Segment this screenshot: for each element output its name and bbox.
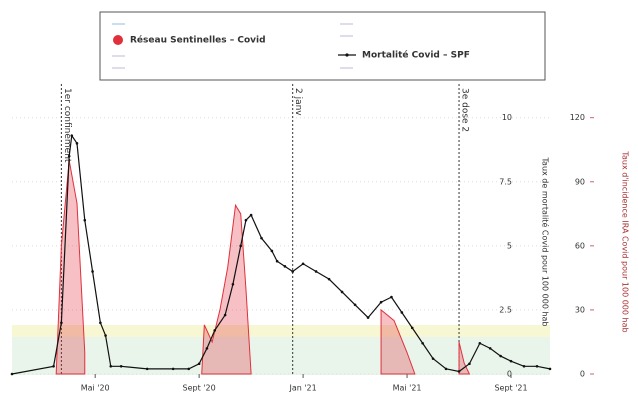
mortality-point <box>213 329 217 332</box>
x-tick-label: Sept '21 <box>494 384 527 393</box>
y2-tick-label: 0 <box>580 370 585 379</box>
mortality-point <box>291 270 294 273</box>
mortality-point <box>478 341 482 345</box>
x-tick-label: Mai '20 <box>81 384 110 393</box>
mortality-point <box>91 270 94 273</box>
mortality-point <box>244 218 248 222</box>
mortality-point <box>488 347 492 350</box>
y2-tick-label: 30 <box>575 305 585 314</box>
mortality-point <box>205 347 209 350</box>
y-axis-label: Taux de mortalité Covid pour 100 000 hab <box>541 156 551 326</box>
mortality-point <box>327 277 331 281</box>
mortality-point <box>104 334 107 337</box>
legend-swatch <box>345 53 349 57</box>
y2-tick-label: 60 <box>575 241 585 250</box>
mortality-point <box>70 134 74 137</box>
y2-axis-label: Taux d'incidence IRA Covid pour 100 000 … <box>621 150 630 332</box>
y-tick-label: 2.5 <box>499 305 512 314</box>
mortality-line <box>11 133 551 375</box>
mortality-point <box>197 362 201 366</box>
mortality-point <box>249 213 253 217</box>
x-tick-label: Jan '21 <box>288 384 316 393</box>
legend-swatch <box>113 35 123 45</box>
mortality-point <box>119 365 123 368</box>
incidence-area <box>458 341 471 375</box>
mortality-point <box>468 362 471 366</box>
legend-box <box>99 11 546 81</box>
mortality-point <box>145 367 149 371</box>
mortality-point <box>283 265 287 268</box>
mortality-point <box>99 321 102 325</box>
annotation-label: 3e dose 2 <box>460 88 470 132</box>
mortality-point <box>270 249 274 253</box>
annotation-label: 1er confinement <box>62 88 72 163</box>
y-tick-label: 7.5 <box>499 177 512 186</box>
mortality-point <box>109 365 113 368</box>
mortality-point <box>340 290 344 294</box>
y2-tick-label: 90 <box>575 177 585 186</box>
mortality-point <box>421 341 424 345</box>
mortality-point <box>223 313 227 317</box>
mortality-point <box>499 354 502 358</box>
mortality-point <box>314 270 318 273</box>
legend-label: Mortalité Covid – SPF <box>362 50 470 61</box>
mortality-point <box>52 365 55 368</box>
mortality-point <box>301 262 305 266</box>
mortality-point <box>400 311 404 314</box>
y-tick-label: 0 <box>507 370 512 379</box>
threshold-band <box>12 325 550 337</box>
mortality-point <box>275 259 279 263</box>
annotation-label: 2 janv <box>293 88 303 116</box>
incidence-area <box>380 308 416 375</box>
mortality-point <box>239 244 243 248</box>
mortality-point <box>431 357 435 360</box>
x-tick-label: Mai '21 <box>393 384 422 393</box>
mortality-point <box>444 367 448 371</box>
mortality-point <box>75 142 79 145</box>
threshold-band <box>12 337 550 375</box>
legend-label: Réseau Sentinelles – Covid <box>130 35 266 46</box>
mortality-point <box>522 365 526 368</box>
plot-area: 0 2.5 5 7.5 10 0 30 60 90 120 Mai '20 Sept '20 Jan '… <box>10 84 594 393</box>
mortality-point <box>410 326 414 330</box>
mortality-point <box>60 321 63 325</box>
mortality-point <box>548 367 552 371</box>
mortality-point <box>366 316 370 319</box>
mortality-point <box>535 365 539 368</box>
y-tick-label: 5 <box>507 241 512 250</box>
mortality-point <box>171 367 175 371</box>
incidence-area <box>201 203 252 375</box>
mortality-point <box>379 300 383 304</box>
y2-tick-label: 120 <box>570 113 585 122</box>
mortality-point <box>390 295 393 299</box>
mortality-point <box>353 303 357 307</box>
mortality-point <box>187 367 191 371</box>
mortality-point <box>10 372 14 376</box>
mortality-point <box>83 218 87 222</box>
incidence-area <box>55 160 86 375</box>
x-tick-label: Sept '20 <box>183 384 216 393</box>
mortality-point <box>231 282 235 286</box>
mortality-point <box>67 154 71 158</box>
mortality-point <box>457 370 461 373</box>
y-tick-label: 10 <box>502 113 512 122</box>
mortality-point <box>260 236 263 240</box>
mortality-point <box>509 359 513 363</box>
